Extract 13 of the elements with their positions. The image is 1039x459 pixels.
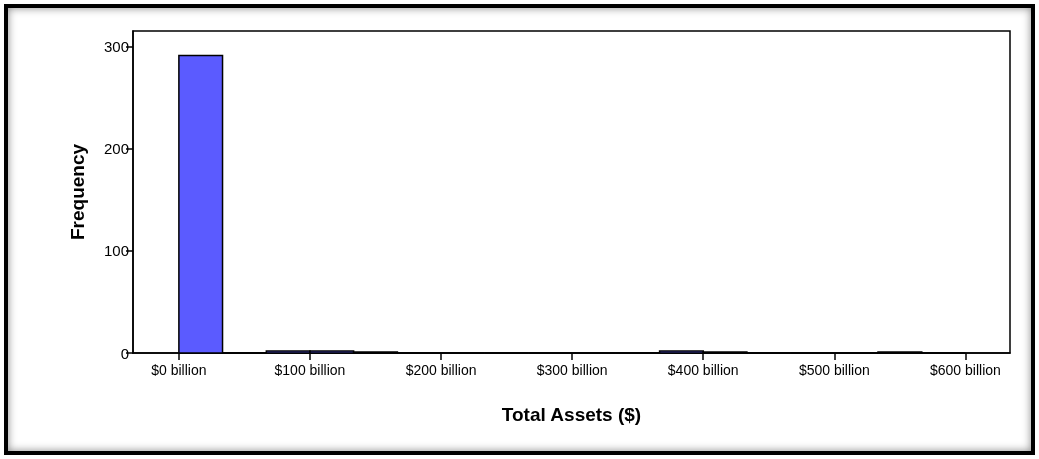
x-tick-label: $600 billion bbox=[930, 362, 1001, 378]
y-tick-label: 300 bbox=[103, 37, 129, 55]
x-tick-label: $500 billion bbox=[798, 362, 870, 378]
x-axis-title: Total Assets ($) bbox=[501, 404, 642, 425]
x-tick-label: $400 billion bbox=[667, 362, 739, 378]
x-tick-label: $100 billion bbox=[274, 362, 346, 378]
y-tick-label: 100 bbox=[103, 242, 129, 260]
x-tick-label: $200 billion bbox=[405, 362, 477, 378]
x-tick-label: $0 billion bbox=[151, 362, 207, 378]
y-tick-label: 0 bbox=[120, 344, 129, 362]
y-tick-label: 200 bbox=[103, 140, 129, 158]
y-axis-title: Frequency bbox=[67, 143, 88, 241]
x-tick-label: $300 billion bbox=[536, 362, 608, 378]
